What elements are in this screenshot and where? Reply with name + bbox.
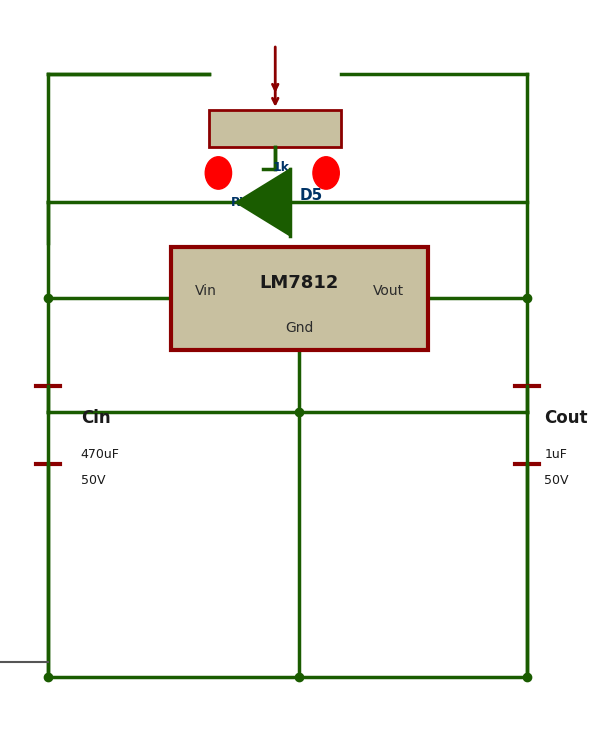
Circle shape bbox=[205, 157, 232, 189]
Polygon shape bbox=[236, 169, 290, 236]
Text: Gnd: Gnd bbox=[285, 320, 313, 335]
Text: 1k: 1k bbox=[272, 160, 289, 174]
Text: 1uF: 1uF bbox=[544, 448, 568, 461]
Text: D5: D5 bbox=[299, 188, 322, 202]
Text: LM7812: LM7812 bbox=[259, 275, 339, 292]
Text: 50V: 50V bbox=[544, 474, 569, 486]
Text: Cout: Cout bbox=[544, 408, 588, 427]
Circle shape bbox=[313, 157, 339, 189]
Text: Vin: Vin bbox=[194, 283, 217, 298]
Text: Vout: Vout bbox=[373, 283, 404, 298]
Text: Cin: Cin bbox=[81, 408, 110, 427]
FancyBboxPatch shape bbox=[209, 110, 341, 147]
Text: 470uF: 470uF bbox=[81, 448, 119, 461]
Text: RV1: RV1 bbox=[232, 196, 259, 209]
FancyBboxPatch shape bbox=[170, 247, 428, 350]
Text: 50V: 50V bbox=[81, 474, 105, 486]
